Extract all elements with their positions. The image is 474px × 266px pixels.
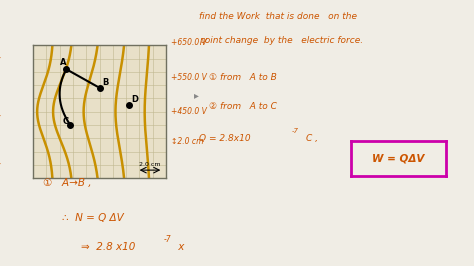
Text: A: A (60, 58, 66, 67)
Text: ↕2.0 cm: ↕2.0 cm (171, 137, 203, 146)
Text: +550.0 V: +550.0 V (171, 73, 207, 82)
Text: -7: -7 (292, 128, 299, 134)
Text: W = QΔV: W = QΔV (372, 153, 424, 163)
Text: point change  by the   electric force.: point change by the electric force. (199, 36, 363, 45)
Text: ▸: ▸ (194, 90, 199, 101)
Text: 2.0 cm: 2.0 cm (139, 162, 161, 167)
Text: B: B (102, 78, 109, 87)
Text: Q = 2.8x10: Q = 2.8x10 (199, 134, 251, 143)
Text: find the Work  that is done   on the: find the Work that is done on the (199, 12, 357, 21)
Text: ② from   A to C: ② from A to C (209, 102, 276, 111)
Text: ∴  N = Q ΔV: ∴ N = Q ΔV (62, 213, 123, 223)
Text: C ,: C , (306, 134, 318, 143)
Text: ⇒  2.8 x10: ⇒ 2.8 x10 (81, 242, 135, 252)
Text: -7: -7 (164, 235, 171, 244)
Text: ①   A→B ,: ① A→B , (43, 178, 91, 188)
Text: +650.0 V: +650.0 V (171, 38, 207, 47)
Text: ① from   A to B: ① from A to B (209, 73, 276, 82)
Text: +450.0 V: +450.0 V (171, 107, 207, 117)
Text: C: C (63, 117, 69, 126)
Text: D: D (131, 95, 138, 105)
Text: x: x (175, 242, 185, 252)
